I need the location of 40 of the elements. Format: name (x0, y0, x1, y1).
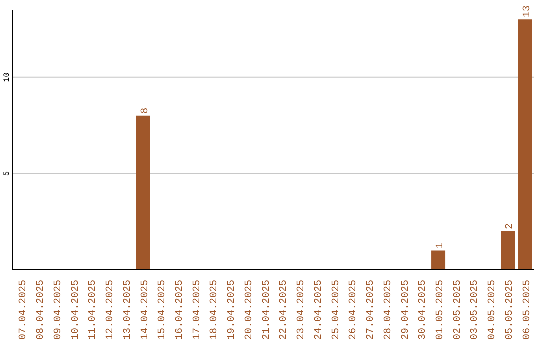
x-tick-label: 14.04.2025 (140, 280, 152, 340)
x-tick-label: 04.05.2025 (488, 280, 499, 340)
x-tick-label: 02.05.2025 (452, 280, 464, 340)
x-tick-label: 01.05.2025 (435, 280, 446, 340)
data-label: 13 (522, 6, 534, 18)
x-tick-label: 26.04.2025 (348, 280, 360, 340)
x-tick-label: 11.04.2025 (88, 280, 100, 340)
y-tick-label: 5 (3, 171, 12, 176)
x-tick-label: 27.04.2025 (366, 280, 378, 340)
x-tick-label: 06.05.2025 (522, 280, 534, 340)
x-tick-label: 29.04.2025 (400, 280, 412, 340)
x-tick-label: 13.04.2025 (122, 280, 134, 340)
data-label: 8 (140, 108, 152, 114)
bar (432, 250, 446, 270)
x-tick-label: 22.04.2025 (279, 280, 290, 340)
x-tick-label: 28.04.2025 (383, 280, 394, 340)
x-tick-label: 20.04.2025 (244, 280, 256, 340)
x-tick-label: 05.05.2025 (504, 280, 516, 340)
x-tick-label: 25.04.2025 (331, 280, 342, 340)
x-tick-label: 17.04.2025 (192, 280, 204, 340)
bar (501, 231, 516, 270)
x-tick-label: 16.04.2025 (174, 280, 186, 340)
x-tick-label: 23.04.2025 (296, 280, 308, 340)
x-tick-label: 12.04.2025 (106, 280, 117, 340)
data-label: 1 (436, 242, 447, 249)
x-tick-label: 30.04.2025 (418, 280, 430, 340)
bar (136, 116, 150, 270)
x-tick-label: 24.04.2025 (314, 280, 325, 340)
x-tick-label: 09.04.2025 (53, 280, 64, 340)
y-tick-label: 10 (3, 72, 12, 82)
x-tick-label: 19.04.2025 (227, 280, 238, 340)
bar (518, 20, 532, 270)
x-tick-label: 21.04.2025 (262, 280, 273, 340)
x-tick-label: 03.05.2025 (470, 280, 482, 340)
x-tick-label: 15.04.2025 (158, 280, 169, 340)
x-tick-label: 18.04.2025 (210, 280, 221, 340)
data-label: 2 (505, 223, 516, 230)
x-tick-label: 07.04.2025 (18, 280, 30, 340)
x-tick-label: 08.04.2025 (36, 280, 48, 340)
x-tick-label: 10.04.2025 (70, 280, 82, 340)
